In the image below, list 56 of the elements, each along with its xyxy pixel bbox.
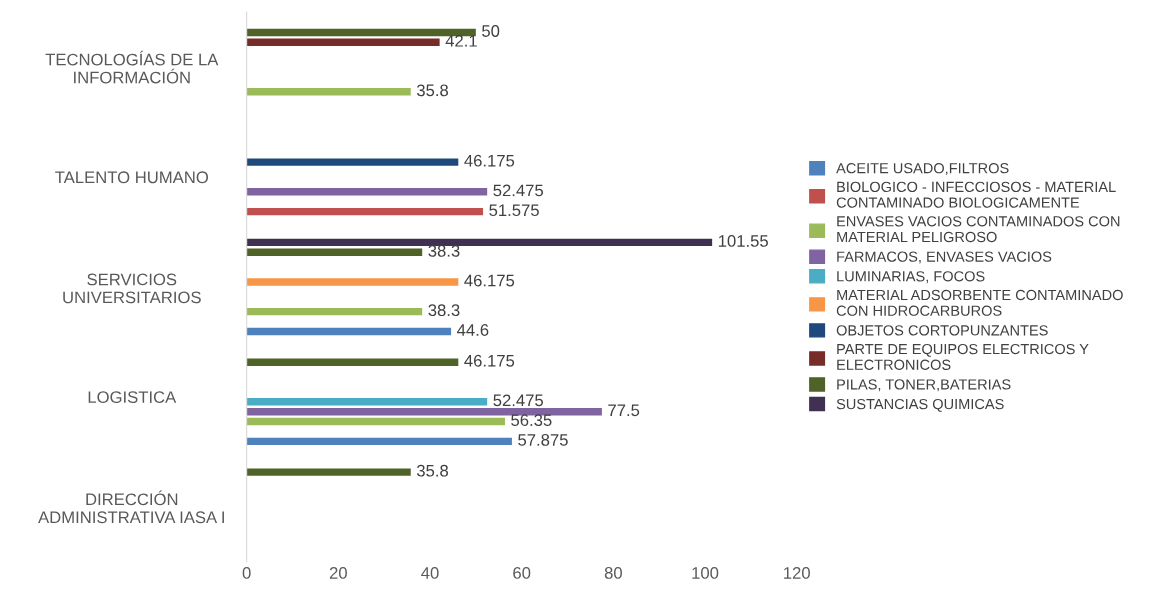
legend-label: PARTE DE EQUIPOS ELECTRICOS Y ELECTRONICOS bbox=[837, 343, 1089, 370]
legend-label: ACEITE USADO,FILTROS bbox=[836, 163, 1009, 176]
legend-label: LUMINARIAS, FOCOS bbox=[837, 271, 985, 284]
legend-label: BIOLOGICO - INFECCIOSOS - MATERIAL CONTAMINADO BIOLOGICAMENTE bbox=[836, 181, 1116, 208]
data-label: 51.575 bbox=[489, 204, 539, 217]
data-label: 46.175 bbox=[464, 154, 515, 167]
data-label: 52.475 bbox=[493, 394, 544, 407]
data-label: 101.55 bbox=[718, 235, 768, 247]
legend-label: OBJETOS CORTOPUNZANTES bbox=[836, 325, 1048, 336]
bar bbox=[246, 278, 459, 286]
bar bbox=[246, 38, 440, 47]
bar bbox=[246, 407, 602, 416]
data-label: 57.875 bbox=[518, 434, 568, 446]
bar bbox=[246, 207, 484, 216]
legend-label: FARMACOS, ENVASES VACIOS bbox=[837, 251, 1052, 264]
y-tick-label: TECNOLOGÍAS DE LA INFORMACIÓN bbox=[45, 50, 219, 84]
data-label: 35.8 bbox=[416, 464, 449, 477]
y-tick-label: SERVICIOS UNIVERSITARIOS bbox=[63, 273, 201, 304]
data-label: 38.3 bbox=[428, 244, 460, 257]
data-label: 35.8 bbox=[416, 84, 449, 97]
data-label: 44.6 bbox=[457, 324, 489, 336]
bar bbox=[246, 238, 713, 247]
bar bbox=[246, 468, 411, 476]
x-tick-label: 20 bbox=[329, 567, 347, 579]
x-tick-label: 80 bbox=[604, 567, 622, 579]
bar bbox=[246, 28, 476, 37]
bar bbox=[246, 248, 423, 256]
bar bbox=[246, 398, 488, 406]
y-tick-label: DIRECCIÓN ADMINISTRATIVA IASA I bbox=[38, 490, 224, 524]
y-tick-label: TALENTO HUMANO bbox=[55, 171, 209, 184]
data-label: 46.175 bbox=[464, 274, 515, 287]
legend-label: MATERIAL ADSORBENTE CONTAMINADO CON HIDROCARBUROS bbox=[836, 289, 1123, 316]
bar bbox=[246, 188, 488, 196]
bar bbox=[246, 358, 459, 366]
bar bbox=[246, 417, 505, 426]
data-label: 38.3 bbox=[428, 304, 460, 317]
x-tick-label: 120 bbox=[784, 567, 810, 579]
bar bbox=[246, 437, 512, 446]
legend-label: SUSTANCIAS QUIMICAS bbox=[836, 398, 1004, 412]
bar bbox=[246, 307, 423, 316]
data-label: 77.5 bbox=[608, 404, 640, 417]
x-tick-label: 0 bbox=[242, 567, 251, 579]
bar bbox=[246, 158, 459, 166]
legend-label: ENVASES VACIOS CONTAMINADOS CON MATERIAL PELIGROSO bbox=[837, 216, 1120, 243]
data-label: 52.475 bbox=[493, 184, 544, 197]
x-tick-label: 40 bbox=[421, 567, 439, 579]
bar bbox=[246, 88, 411, 96]
data-label: 56.35 bbox=[511, 414, 552, 427]
x-tick-label: 100 bbox=[692, 567, 719, 579]
bar bbox=[246, 327, 452, 336]
data-label: 50 bbox=[482, 25, 500, 37]
x-tick-label: 60 bbox=[513, 567, 531, 579]
data-label: 42.1 bbox=[445, 34, 477, 47]
data-label: 46.175 bbox=[464, 354, 515, 367]
legend-label: PILAS, TONER,BATERIAS bbox=[837, 379, 1011, 392]
y-tick-label: LOGISTICA bbox=[88, 391, 177, 404]
